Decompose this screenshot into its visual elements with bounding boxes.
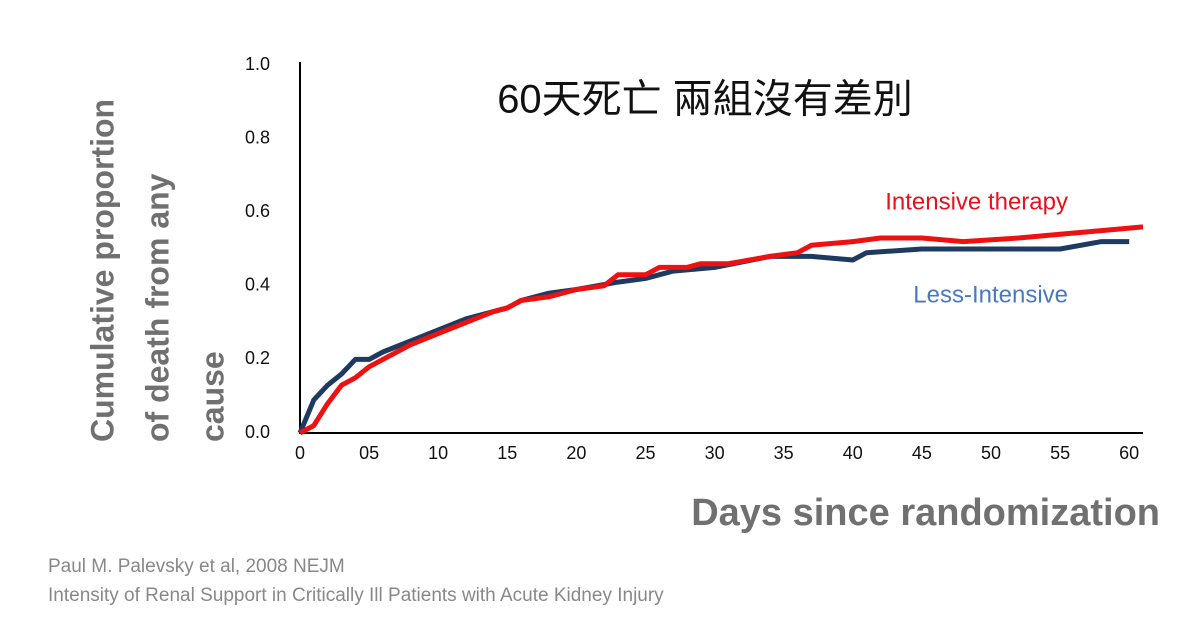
x-tick-label: 05 <box>359 443 379 463</box>
x-tick-label: 40 <box>843 443 863 463</box>
y-tick-label: 0.2 <box>245 348 270 368</box>
y-tick-label: 0.8 <box>245 127 270 147</box>
x-tick-label: 25 <box>635 443 655 463</box>
x-tick-label: 35 <box>774 443 794 463</box>
y-tick-label: 0.0 <box>245 422 270 442</box>
x-tick-label: 20 <box>566 443 586 463</box>
legend-label: Intensive therapy <box>885 188 1068 215</box>
source: Intensity of Renal Support in Critically… <box>48 585 664 606</box>
x-tick-label: 15 <box>497 443 517 463</box>
series-line <box>298 224 1144 436</box>
source: Paul M. Palevsky et al, 2008 NEJM <box>48 556 345 577</box>
x-tick-label: 30 <box>705 443 725 463</box>
y-axis-label: cause <box>194 351 230 442</box>
legend-label: Less-Intensive <box>913 281 1068 308</box>
y-tick-label: 0.6 <box>245 201 270 221</box>
y-axis-label: Cumulative proportion <box>84 99 120 442</box>
x-axis-label: Days since randomization <box>691 492 1160 534</box>
chart-title: 60天死亡 兩組沒有差別 <box>497 78 913 122</box>
x-tick-label: 55 <box>1050 443 1070 463</box>
x-tick-label: 10 <box>428 443 448 463</box>
x-tick-label: 0 <box>295 443 305 463</box>
x-tick-label: 45 <box>912 443 932 463</box>
x-tick-label: 60 <box>1119 443 1139 463</box>
y-tick-label: 0.4 <box>245 275 270 295</box>
y-axis-label: of death from any <box>139 173 175 442</box>
y-tick-label: 1.0 <box>245 54 270 74</box>
x-tick-label: 50 <box>981 443 1001 463</box>
